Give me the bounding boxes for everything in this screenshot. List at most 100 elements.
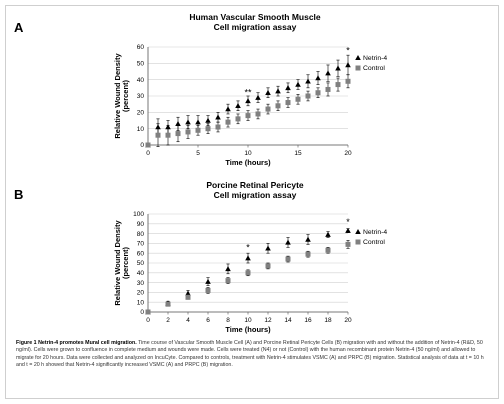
data-point: [185, 119, 191, 125]
data-point: [325, 86, 331, 92]
data-point: [345, 227, 351, 233]
data-point: [265, 263, 271, 269]
y-axis-label: Relative Wound Density: [113, 220, 122, 306]
x-tick-label: 0: [146, 317, 150, 324]
data-point: [285, 239, 291, 245]
legend-label: Control: [363, 65, 385, 72]
data-point: [225, 278, 231, 284]
data-point: [325, 70, 331, 76]
y-tick-label: 70: [137, 241, 145, 248]
caption-figure-label: Figure 1 Netrin-4 promotes Mural cell mi…: [16, 340, 137, 346]
chart-title: Porcine Retinal Pericyte: [206, 180, 304, 190]
x-tick-label: 14: [284, 317, 292, 324]
x-tick-label: 5: [196, 150, 200, 157]
y-tick-label: 60: [137, 250, 145, 257]
legend-marker: [355, 55, 361, 60]
legend-label: Control: [363, 239, 385, 246]
x-tick-label: 8: [226, 317, 230, 324]
data-point: [235, 116, 241, 122]
data-point: [185, 129, 191, 135]
series-control: [145, 240, 351, 315]
y-tick-label: 0: [140, 142, 144, 149]
data-point: [175, 120, 181, 127]
chart-subtitle: Cell migration assay: [214, 22, 297, 32]
data-point: [215, 114, 221, 120]
data-point: [265, 106, 271, 112]
y-axis-label-unit: (percent): [121, 246, 130, 279]
data-point: [245, 255, 251, 261]
y-tick-label: 10: [137, 126, 145, 133]
panel-letter: A: [14, 20, 24, 35]
x-axis-label: Time (hours): [225, 158, 271, 167]
data-point: [335, 65, 341, 71]
data-point: [285, 100, 291, 106]
x-tick-label: 20: [344, 317, 352, 324]
x-tick-label: 0: [146, 150, 150, 157]
data-point: [205, 287, 211, 293]
x-tick-label: 16: [304, 317, 312, 324]
data-point: [245, 270, 251, 276]
data-point: [245, 98, 251, 104]
x-tick-label: 6: [206, 317, 210, 324]
data-point: [235, 103, 241, 109]
y-tick-label: 60: [137, 44, 145, 51]
data-point: [275, 103, 281, 109]
y-tick-label: 50: [137, 260, 145, 267]
data-point: [155, 132, 161, 138]
panel-letter: B: [14, 187, 23, 202]
data-point: [165, 301, 171, 307]
data-point: [245, 113, 251, 119]
data-point: [185, 294, 191, 300]
data-point: [165, 132, 171, 138]
data-point: [205, 278, 211, 284]
data-point: [215, 124, 221, 130]
data-point: [265, 245, 271, 251]
y-tick-label: 30: [137, 93, 145, 100]
data-point: [335, 82, 341, 88]
legend-label: Netrin-4: [363, 229, 387, 236]
data-point: [325, 247, 331, 253]
data-point: [145, 142, 151, 148]
legend-label: Netrin-4: [363, 55, 387, 62]
y-tick-label: 30: [137, 280, 145, 287]
y-tick-label: 100: [133, 211, 144, 218]
data-point: [275, 88, 281, 94]
data-point: [225, 266, 231, 272]
y-tick-label: 40: [137, 77, 145, 84]
chart-subtitle: Cell migration assay: [214, 190, 297, 200]
data-point: [315, 75, 321, 81]
data-point: [305, 251, 311, 257]
x-tick-label: 10: [244, 317, 252, 324]
data-point: [345, 78, 351, 84]
data-point: [225, 106, 231, 112]
y-tick-label: 20: [137, 110, 145, 117]
data-point: [305, 93, 311, 99]
data-point: [295, 96, 301, 102]
significance-marker: *: [246, 242, 250, 252]
y-tick-label: 50: [137, 61, 145, 68]
data-point: [195, 119, 201, 125]
y-tick-label: 10: [137, 299, 145, 306]
data-point: [145, 309, 151, 315]
data-point: [325, 231, 331, 237]
data-point: [225, 119, 231, 125]
x-tick-label: 4: [186, 317, 190, 324]
figure-frame: [5, 5, 499, 399]
data-point: [195, 127, 201, 133]
significance-marker: *: [346, 45, 350, 55]
chart-title: Human Vascular Smooth Muscle: [189, 12, 321, 22]
data-point: [185, 290, 191, 296]
x-tick-label: 18: [324, 317, 332, 324]
data-point: [205, 117, 211, 123]
data-point: [285, 85, 291, 91]
legend-marker: [355, 229, 361, 234]
y-tick-label: 40: [137, 270, 145, 277]
data-point: [175, 131, 181, 137]
y-tick-label: 90: [137, 221, 145, 228]
y-tick-label: 20: [137, 290, 145, 297]
data-point: [255, 94, 261, 100]
x-tick-label: 20: [344, 150, 352, 157]
series-control: [145, 74, 351, 148]
